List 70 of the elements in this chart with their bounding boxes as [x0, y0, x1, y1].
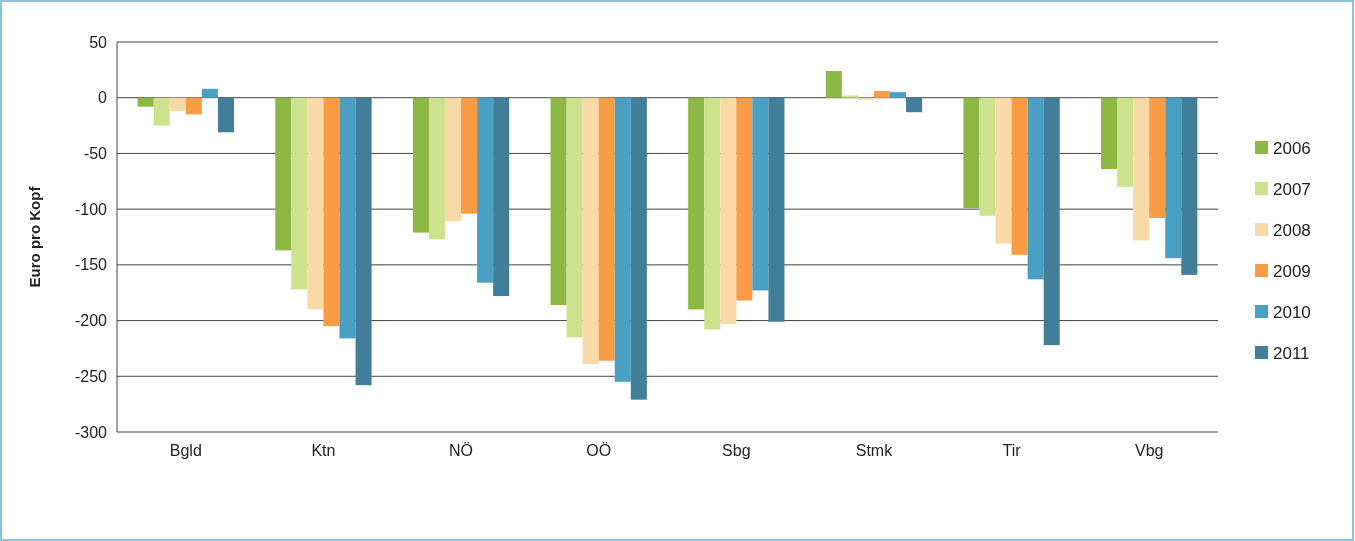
bar [1101, 97, 1118, 170]
x-tick-label: Stmk [855, 442, 894, 459]
x-tick-label: Tir [1002, 442, 1022, 459]
bar [995, 97, 1012, 244]
x-tick-label: OÖ [586, 442, 612, 459]
y-axis-title: Euro pro Kopf [26, 185, 43, 288]
bar [1181, 97, 1198, 275]
bar [445, 97, 462, 222]
y-tick-label: 50 [89, 33, 108, 51]
bar [217, 97, 234, 133]
bar [1011, 97, 1028, 255]
x-tick-label: Bgld [169, 442, 202, 459]
bar [137, 97, 154, 107]
y-tick-label: 0 [98, 89, 108, 107]
bar [566, 97, 583, 338]
x-tick-label: Vbg [1134, 442, 1164, 459]
legend-label: 2010 [1273, 302, 1311, 322]
bar [614, 97, 631, 382]
legend-label: 2006 [1273, 138, 1311, 158]
legend-label: 2011 [1273, 343, 1310, 363]
bar [768, 97, 785, 322]
y-tick-label: -200 [74, 312, 108, 330]
bar [493, 97, 510, 297]
bar [1043, 97, 1060, 346]
x-tick-label: Sbg [722, 442, 751, 459]
bar [720, 97, 737, 324]
bar [153, 97, 170, 126]
legend-label: 2007 [1273, 179, 1311, 199]
bar [201, 88, 218, 98]
bar [291, 97, 308, 290]
y-tick-label: -300 [74, 423, 108, 441]
bar [428, 97, 446, 240]
bar [704, 97, 721, 330]
legend-label: 2008 [1273, 220, 1311, 240]
y-tick-label: -100 [74, 200, 108, 218]
bar [169, 97, 186, 112]
bar [582, 97, 599, 365]
bar [307, 97, 324, 310]
bar [963, 97, 980, 209]
bar [630, 97, 647, 400]
bar [889, 92, 907, 98]
bar [275, 97, 292, 251]
bar [688, 97, 705, 310]
bar [412, 97, 429, 233]
bar [979, 97, 996, 216]
bar [1133, 97, 1150, 241]
bar [1117, 97, 1134, 187]
y-tick-label: -250 [74, 367, 108, 385]
bar [323, 97, 340, 327]
bar [841, 95, 858, 98]
bar [752, 97, 769, 291]
x-tick-label: NÖ [449, 442, 474, 459]
bar [1149, 97, 1166, 219]
bar [906, 97, 923, 113]
bar [1027, 97, 1044, 280]
bar [825, 70, 842, 98]
bar [339, 97, 356, 339]
bar [477, 97, 494, 283]
y-tick-label: -50 [83, 145, 108, 163]
bar [1165, 97, 1182, 259]
bar [461, 97, 478, 214]
x-tick-label: Ktn [311, 442, 336, 459]
bar [355, 97, 372, 386]
bar [873, 91, 890, 98]
bar [185, 97, 202, 115]
y-tick-label: -150 [74, 256, 108, 274]
bar [598, 97, 615, 361]
bar [550, 97, 567, 305]
bar [736, 97, 753, 301]
legend-label: 2009 [1273, 261, 1311, 281]
